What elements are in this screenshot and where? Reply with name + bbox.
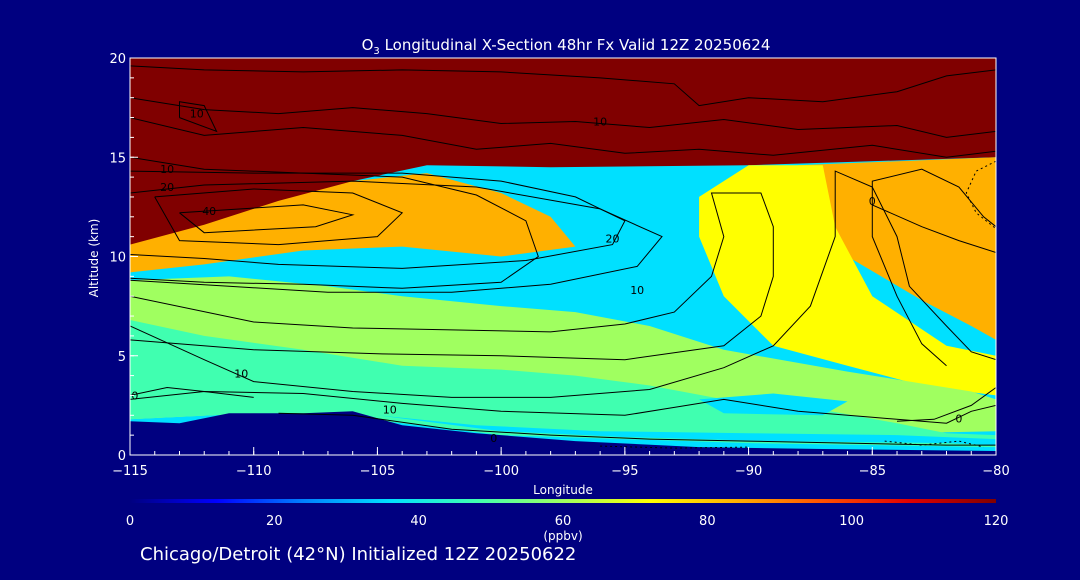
contour-label: 10 [593, 116, 607, 129]
colorbar-tick-label: 100 [839, 514, 864, 529]
chart-title: O3 Longitudinal X-Section 48hr Fx Valid … [362, 36, 771, 57]
colorbar-units: (ppbv) [543, 529, 582, 543]
contour-label: 20 [606, 233, 620, 246]
title-subscript: 3 [373, 46, 379, 57]
colorbar-tick-label: 120 [984, 514, 1009, 529]
x-tick-label: −110 [236, 464, 272, 479]
x-tick-label: −80 [982, 464, 1009, 479]
contour-label: 0 [490, 432, 497, 445]
contour-line [130, 170, 626, 269]
footer-caption: Chicago/Detroit (42°N) Initialized 12Z 2… [140, 544, 576, 565]
contour-label: 10 [190, 108, 204, 121]
contour-label: 20 [160, 181, 174, 194]
y-tick-label: 0 [118, 449, 126, 464]
contour-label: 0 [869, 195, 876, 208]
colorbar-tick-label: 40 [410, 514, 427, 529]
colorbar-ticks: 0 20 40 60 80 100 120 [126, 514, 1009, 529]
contour-line [154, 188, 404, 246]
x-tick-label: −115 [112, 464, 148, 479]
contour-line [179, 101, 218, 133]
x-tick-label: −105 [360, 464, 396, 479]
heatmap-region [699, 393, 848, 416]
colorbar-tick-label: 60 [555, 514, 572, 529]
contour-line [965, 160, 996, 230]
y-axis-label: Altitude (km) [87, 219, 101, 298]
y-tick-label: 15 [109, 151, 126, 166]
heatmap-region [130, 173, 576, 273]
contour-label: 10 [383, 403, 397, 416]
colorbar-gradient [130, 499, 996, 503]
heatmap-region [130, 411, 996, 455]
heatmap-region [130, 58, 996, 249]
contour-line [871, 168, 996, 367]
contour-line [130, 65, 996, 107]
x-tick-label: −85 [859, 464, 886, 479]
y-tick-label: 10 [109, 251, 126, 266]
contour-label: 0 [131, 389, 138, 402]
plot-area: 10 10 10 20 40 20 10 10 10 0 0 0 0 [129, 57, 997, 456]
contour-line [278, 412, 996, 446]
contour-line [130, 97, 996, 138]
title-prefix: O [362, 36, 374, 54]
x-axis: −115 −110 −105 −100 −95 −90 −85 −80 [112, 447, 1010, 479]
y-tick-label: 5 [118, 350, 126, 365]
y-tick-label: 20 [109, 52, 126, 67]
contour-line [130, 117, 996, 158]
heatmap-region [798, 157, 996, 340]
contour-label: 10 [160, 163, 174, 176]
x-tick-label: −95 [611, 464, 638, 479]
contour-lines [130, 65, 996, 449]
colorbar-tick-label: 80 [699, 514, 716, 529]
x-tick-label: −90 [735, 464, 762, 479]
contour-labels: 10 10 10 20 40 20 10 10 10 0 0 0 0 [131, 108, 962, 446]
contour-line [896, 387, 996, 422]
contour-line [179, 204, 355, 234]
heatmap-region [699, 165, 996, 396]
heatmap-region [377, 415, 996, 446]
colorbar [130, 499, 996, 503]
contour-line [130, 180, 663, 293]
colorbar-tick-label: 20 [266, 514, 283, 529]
contour-label: 40 [202, 205, 216, 218]
contour-line [130, 192, 774, 361]
x-tick-label: −100 [483, 464, 519, 479]
contour-line [884, 440, 984, 448]
colorbar-tick-label: 0 [126, 514, 134, 529]
contour-label: 0 [955, 412, 962, 425]
title-rest: Longitudinal X-Section 48hr Fx Valid 12Z… [380, 36, 771, 54]
contour-line [130, 390, 996, 424]
contour-line [872, 204, 996, 253]
y-axis: 0 5 10 15 20 [109, 52, 138, 464]
x-axis-label: Longitude [533, 483, 593, 497]
contour-label: 10 [630, 284, 644, 297]
contour-line [130, 156, 539, 289]
contour-label: 10 [234, 368, 248, 381]
contour-line [130, 170, 996, 398]
contour-line [130, 386, 254, 398]
